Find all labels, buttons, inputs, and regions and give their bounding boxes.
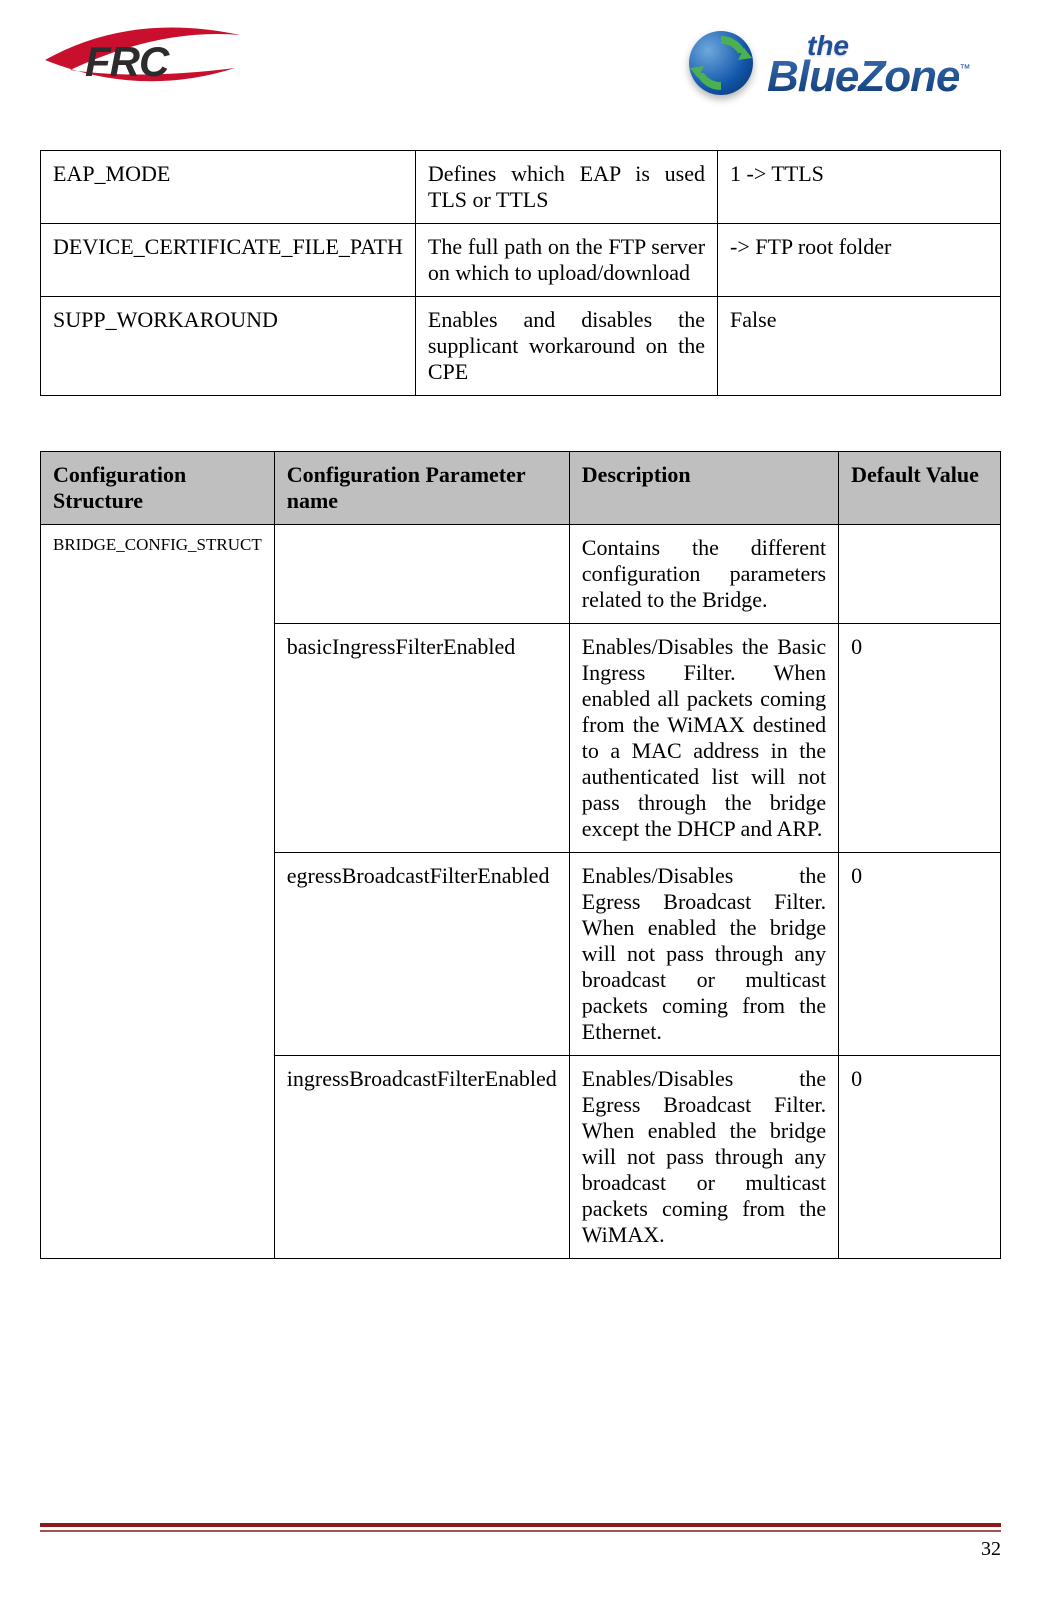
page-header: FRC the BlueZone™ <box>40 20 1001 110</box>
param-cell: basicIngressFilterEnabled <box>274 624 569 853</box>
frc-logo: FRC <box>40 20 250 95</box>
val-cell: 0 <box>839 1056 1001 1259</box>
bluezone-logo-text: the BlueZone™ <box>767 35 970 97</box>
bluezone-logo: the BlueZone™ <box>681 20 1001 105</box>
parameters-table-1: EAP_MODE Defines which EAP is used TLS o… <box>40 150 1001 396</box>
header-param: Configuration Parameter name <box>274 452 569 525</box>
struct-cell: BRIDGE_CONFIG_STRUCT <box>41 525 275 1259</box>
parameters-table-2: Configuration Structure Configuration Pa… <box>40 451 1001 1259</box>
param-desc-cell: The full path on the FTP server on which… <box>415 224 717 297</box>
table-row: SUPP_WORKAROUND Enables and disables the… <box>41 297 1001 396</box>
val-cell <box>839 525 1001 624</box>
globe-icon <box>681 23 761 103</box>
param-name-cell: DEVICE_CERTIFICATE_FILE_PATH <box>41 224 416 297</box>
param-desc-cell: Defines which EAP is used TLS or TTLS <box>415 151 717 224</box>
param-val-cell: -> FTP root folder <box>718 224 1001 297</box>
val-cell: 0 <box>839 624 1001 853</box>
val-cell: 0 <box>839 853 1001 1056</box>
header-desc: Description <box>569 452 838 525</box>
table-header-row: Configuration Structure Configuration Pa… <box>41 452 1001 525</box>
desc-cell: Enables/Disables the Egress Broadcast Fi… <box>569 1056 838 1259</box>
refresh-arrow-icon <box>686 28 756 98</box>
desc-cell: Contains the different configuration par… <box>569 525 838 624</box>
frc-logo-text: FRC <box>85 38 168 86</box>
bluezone-brand: BlueZone <box>767 52 959 101</box>
page-number: 32 <box>40 1538 1001 1561</box>
param-name-cell: SUPP_WORKAROUND <box>41 297 416 396</box>
param-val-cell: 1 -> TTLS <box>718 151 1001 224</box>
table-row: EAP_MODE Defines which EAP is used TLS o… <box>41 151 1001 224</box>
trademark-symbol: ™ <box>959 63 970 75</box>
table-row: DEVICE_CERTIFICATE_FILE_PATH The full pa… <box>41 224 1001 297</box>
param-cell: ingressBroadcastFilterEnabled <box>274 1056 569 1259</box>
param-name-cell: EAP_MODE <box>41 151 416 224</box>
desc-cell: Enables/Disables the Basic Ingress Filte… <box>569 624 838 853</box>
desc-cell: Enables/Disables the Egress Broadcast Fi… <box>569 853 838 1056</box>
table-row: BRIDGE_CONFIG_STRUCT Contains the differ… <box>41 525 1001 624</box>
header-struct: Configuration Structure <box>41 452 275 525</box>
header-val: Default Value <box>839 452 1001 525</box>
param-desc-cell: Enables and disables the supplicant work… <box>415 297 717 396</box>
footer-rule <box>40 1523 1001 1533</box>
param-cell: egressBroadcastFilterEnabled <box>274 853 569 1056</box>
page-footer: 32 <box>40 1520 1001 1561</box>
param-cell <box>274 525 569 624</box>
param-val-cell: False <box>718 297 1001 396</box>
